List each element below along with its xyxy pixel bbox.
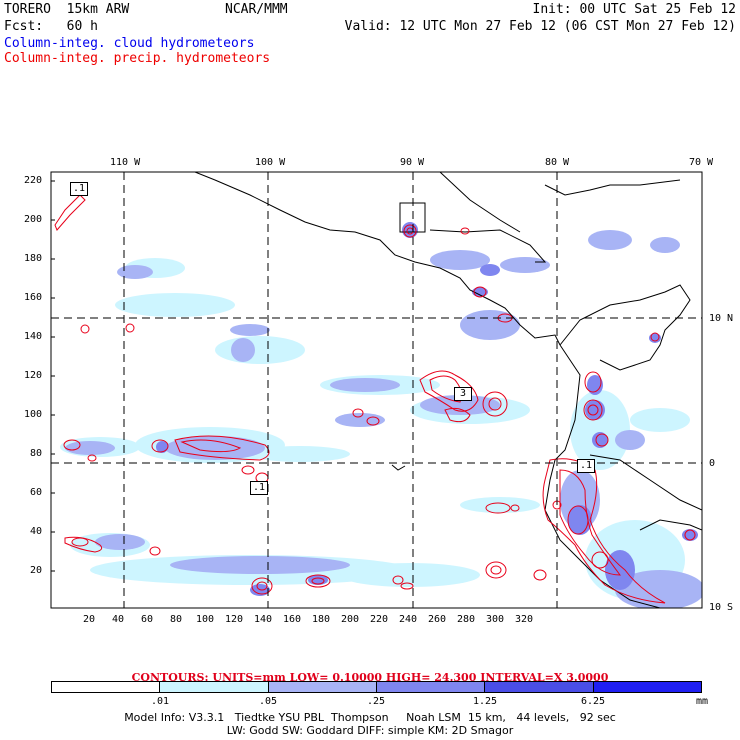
contour-label: .1 <box>70 182 88 196</box>
left-tick: 200 <box>24 214 43 225</box>
bottom-tick: 320 <box>515 614 534 625</box>
left-tick: 40 <box>30 526 43 537</box>
left-tick: 20 <box>30 565 43 576</box>
left-tick: 140 <box>24 331 43 342</box>
legend-label: .05 <box>258 696 278 707</box>
left-tick: 220 <box>24 175 43 186</box>
init-time: Init: 00 UTC Sat 25 Feb 12 <box>532 2 737 17</box>
valid-time: Valid: 12 UTC Mon 27 Feb 12 (06 CST Mon … <box>344 19 736 34</box>
legend-unit: mm <box>695 696 709 707</box>
field-precip-label: Column-integ. precip. hydrometeors <box>4 51 271 66</box>
lat-label-10s: 10 S <box>709 602 734 613</box>
model-info: Model Info: V3.3.1 Tiedtke YSU PBL Thomp… <box>124 711 616 724</box>
legend-swatch <box>52 682 161 692</box>
left-tick: 60 <box>30 487 43 498</box>
bottom-tick: 100 <box>196 614 215 625</box>
contour-info: CONTOURS: UNITS=mm LOW= 0.10000 HIGH= 24… <box>131 671 609 684</box>
left-tick: 160 <box>24 292 43 303</box>
lon-label-80w: 80 W <box>545 157 570 168</box>
latlon-grid <box>51 172 702 608</box>
left-tick: 120 <box>24 370 43 381</box>
legend-label: 6.25 <box>580 696 606 707</box>
legend-swatch <box>593 682 701 692</box>
bottom-tick: 80 <box>170 614 183 625</box>
legend-label: .01 <box>150 696 170 707</box>
cloud-light-patches <box>60 258 690 600</box>
map-frame <box>50 171 703 609</box>
legend-swatch <box>376 682 486 692</box>
precip-contours <box>54 194 696 604</box>
lat-label-10n: 10 N <box>709 313 734 324</box>
frame-ticks <box>51 180 55 572</box>
contour-label: .1 <box>250 481 268 495</box>
lon-label-110w: 110 W <box>110 157 141 168</box>
lon-label-100w: 100 W <box>255 157 286 168</box>
left-tick: 80 <box>30 448 43 459</box>
bottom-tick: 140 <box>254 614 273 625</box>
legend-label: 1.25 <box>472 696 498 707</box>
model-physics: LW: Godd SW: Goddard DIFF: simple KM: 2D… <box>226 724 514 737</box>
contour-label: 3 <box>454 387 472 401</box>
bottom-tick: 60 <box>141 614 154 625</box>
forecast-hour: Fcst: 60 h <box>4 19 98 34</box>
lon-label-70w: 70 W <box>689 157 714 168</box>
left-tick: 100 <box>24 409 43 420</box>
left-tick: 180 <box>24 253 43 264</box>
cloud-dark-cores <box>156 222 698 596</box>
model-title: TORERO 15km ARW <box>4 2 130 17</box>
bottom-tick: 220 <box>370 614 389 625</box>
field-cloud-label: Column-integ. cloud hydrometeors <box>4 36 255 51</box>
bottom-tick: 160 <box>283 614 302 625</box>
color-legend <box>51 681 702 693</box>
legend-swatch <box>268 682 377 692</box>
bottom-tick: 300 <box>486 614 505 625</box>
legend-swatch <box>160 682 269 692</box>
bottom-tick: 200 <box>341 614 360 625</box>
bottom-tick: 180 <box>312 614 331 625</box>
bottom-tick: 260 <box>428 614 447 625</box>
contour-label: .1 <box>577 459 595 473</box>
bottom-tick: 120 <box>225 614 244 625</box>
bottom-tick: 20 <box>83 614 96 625</box>
lon-label-90w: 90 W <box>400 157 425 168</box>
cloud-medium-patches <box>65 230 702 608</box>
coastlines <box>194 172 702 608</box>
bottom-tick: 240 <box>399 614 418 625</box>
bottom-tick: 40 <box>112 614 125 625</box>
bottom-tick: 280 <box>457 614 476 625</box>
lat-label-0: 0 <box>709 458 716 469</box>
legend-label: .25 <box>366 696 386 707</box>
org-label: NCAR/MMM <box>225 2 288 17</box>
legend-swatch <box>485 682 594 692</box>
